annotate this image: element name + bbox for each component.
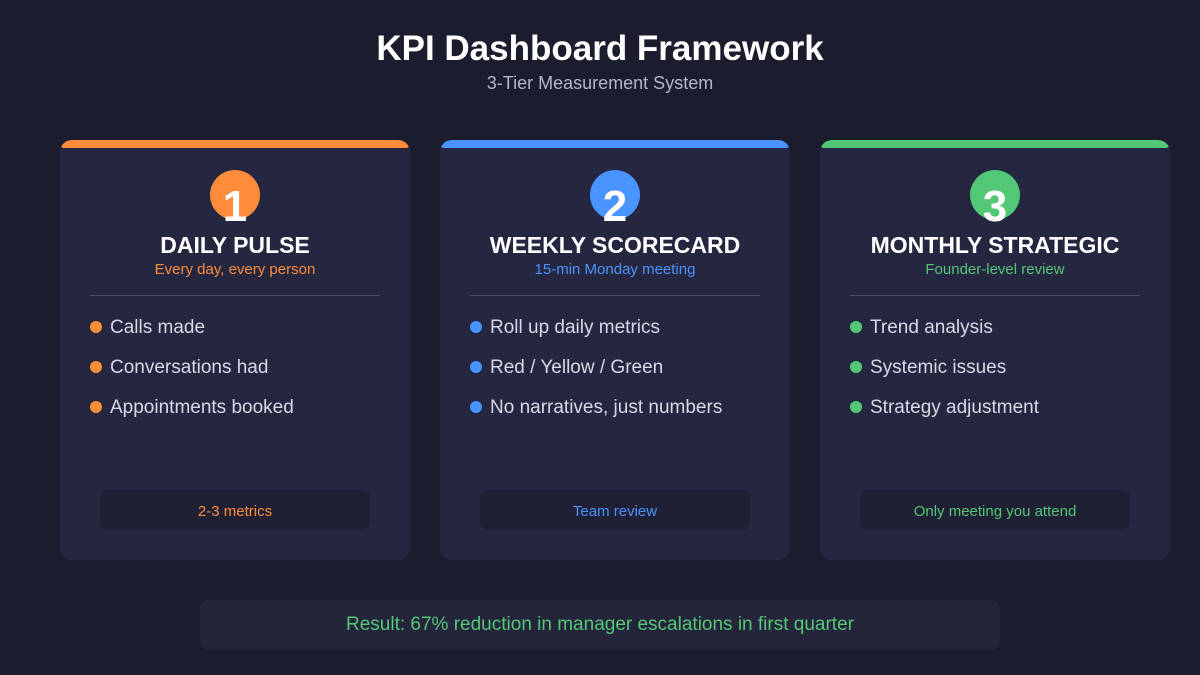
list-item: No narratives, just numbers — [470, 395, 722, 435]
tier-number: 1 — [222, 182, 248, 231]
tier-subtitle: 15-min Monday meeting — [534, 261, 696, 278]
list-item-label: Systemic issues — [870, 357, 1007, 378]
tier-item-list: Calls made Conversations had Appointment… — [90, 315, 294, 435]
divider — [850, 295, 1140, 296]
tier-item-list: Roll up daily metrics Red / Yellow / Gre… — [470, 315, 722, 435]
bullet-icon — [470, 361, 482, 373]
list-item-label: Conversations had — [110, 357, 269, 378]
tier-title: MONTHLY STRATEGIC — [870, 232, 1120, 258]
tier-footer-label: Team review — [572, 503, 658, 520]
bullet-icon — [470, 321, 482, 333]
tier-subtitle: Founder-level review — [925, 261, 1065, 278]
tier-number-badge — [970, 170, 1020, 220]
list-item-label: Strategy adjustment — [870, 397, 1039, 418]
list-item-label: Roll up daily metrics — [490, 317, 660, 338]
tier-number: 2 — [602, 182, 628, 231]
tier-accent-bar — [60, 140, 410, 148]
tier-item-list: Trend analysis Systemic issues Strategy … — [850, 315, 1039, 435]
tier-footer: Team review — [480, 490, 750, 530]
page-subtitle: 3-Tier Measurement System — [486, 73, 714, 93]
bullet-icon — [90, 361, 102, 373]
divider — [90, 295, 380, 296]
bullet-icon — [470, 401, 482, 413]
list-item-label: Trend analysis — [870, 317, 993, 338]
tier-footer: 2-3 metrics — [100, 490, 370, 530]
list-item: Roll up daily metrics — [470, 315, 722, 355]
list-item: Appointments booked — [90, 395, 294, 435]
tier-accent-bar — [440, 140, 790, 148]
list-item: Systemic issues — [850, 355, 1039, 395]
list-item-label: Appointments booked — [110, 397, 294, 418]
tier-footer-label: 2-3 metrics — [197, 503, 273, 520]
bullet-icon — [850, 321, 862, 333]
tier-card-daily: 1 DAILY PULSE Every day, every person Ca… — [60, 140, 410, 560]
list-item: Red / Yellow / Green — [470, 355, 722, 395]
list-item: Calls made — [90, 315, 294, 355]
bullet-icon — [90, 321, 102, 333]
list-item-label: Red / Yellow / Green — [490, 357, 664, 378]
bullet-icon — [90, 401, 102, 413]
tier-number-badge — [590, 170, 640, 220]
list-item: Conversations had — [90, 355, 294, 395]
result-text: Result: 67% reduction in manager escalat… — [346, 614, 854, 635]
tier-accent-bar — [820, 140, 1170, 148]
tier-title: DAILY PULSE — [160, 232, 310, 258]
tier-card-monthly: 3 MONTHLY STRATEGIC Founder-level review… — [820, 140, 1170, 560]
divider — [470, 295, 760, 296]
list-item-label: Calls made — [110, 317, 206, 338]
tier-number: 3 — [982, 182, 1008, 231]
list-item: Strategy adjustment — [850, 395, 1039, 435]
tier-footer: Only meeting you attend — [860, 490, 1130, 530]
tier-number-badge — [210, 170, 260, 220]
tier-subtitle: Every day, every person — [154, 261, 316, 278]
list-item-label: No narratives, just numbers — [490, 397, 723, 418]
bullet-icon — [850, 361, 862, 373]
result-banner: Result: 67% reduction in manager escalat… — [200, 600, 1000, 650]
tier-card-weekly: 2 WEEKLY SCORECARD 15-min Monday meeting… — [440, 140, 790, 560]
tier-footer-label: Only meeting you attend — [913, 503, 1077, 520]
page-title: KPI Dashboard Framework — [376, 29, 824, 68]
list-item: Trend analysis — [850, 315, 1039, 355]
bullet-icon — [850, 401, 862, 413]
tier-title: WEEKLY SCORECARD — [489, 232, 741, 258]
